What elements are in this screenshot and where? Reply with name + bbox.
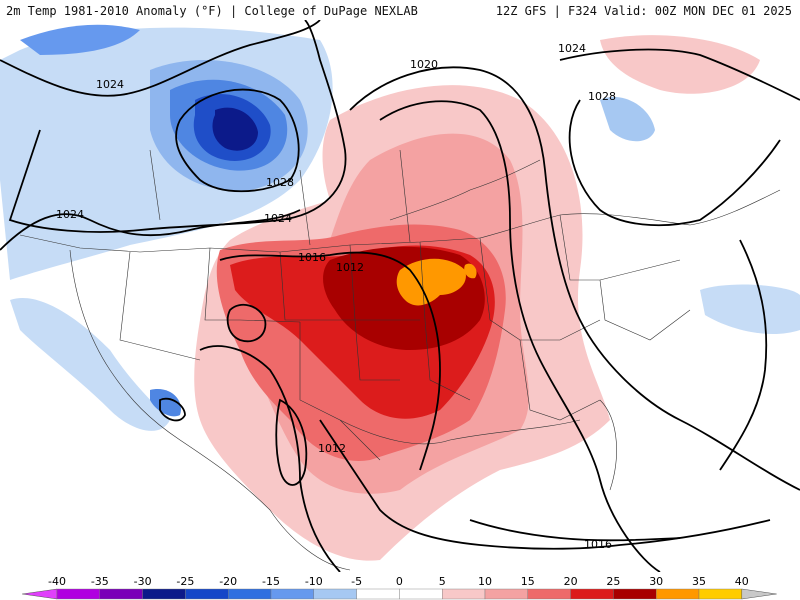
legend-swatch [484, 588, 528, 600]
legend-tick-label: 10 [478, 575, 492, 588]
model-run-info: 12Z GFS | F324 Valid: 00Z MON DEC 01 202… [495, 4, 792, 18]
legend-tick-label: 25 [606, 575, 620, 588]
legend-tick-label: 5 [439, 575, 446, 588]
legend-swatch [356, 588, 400, 600]
legend-tick-label: 15 [521, 575, 535, 588]
legend-swatch [99, 588, 143, 600]
legend-max-arrow [741, 588, 777, 600]
legend-swatch [56, 588, 100, 600]
legend-swatch [570, 588, 614, 600]
legend-swatch [613, 588, 657, 600]
legend-swatch [270, 588, 314, 600]
legend-swatch [313, 588, 357, 600]
isobar-label: 1024 [264, 212, 292, 225]
legend-tick-label: -30 [134, 575, 152, 588]
legend-tick-label: 20 [564, 575, 578, 588]
legend-swatch [399, 588, 443, 600]
isobar-label: 1012 [318, 442, 346, 455]
isobar-label: 1012 [336, 261, 364, 274]
map-title: 2m Temp 1981-2010 Anomaly (°F) | College… [6, 4, 418, 18]
legend-swatch [527, 588, 571, 600]
legend-swatch [656, 588, 700, 600]
isobar-label: 1024 [96, 78, 124, 91]
isobar-label: 1028 [588, 90, 616, 103]
isobar-label: 1016 [298, 251, 326, 264]
legend-swatch [442, 588, 486, 600]
legend-tick-label: -20 [219, 575, 237, 588]
legend-tick-label: -35 [91, 575, 109, 588]
legend-swatch [227, 588, 272, 600]
isobar-lines [0, 20, 800, 572]
legend-tick-label: -40 [48, 575, 66, 588]
isobar-label: 1016 [584, 538, 612, 551]
legend-tick-label: -25 [176, 575, 194, 588]
legend-tick-label: 40 [735, 575, 749, 588]
legend-tick-label: -5 [351, 575, 362, 588]
isobar-label: 1024 [558, 42, 586, 55]
legend-swatch [142, 588, 186, 600]
legend-tick-label: 30 [649, 575, 663, 588]
legend-swatch [185, 588, 229, 600]
legend-tick-label: -15 [262, 575, 280, 588]
color-legend: -40 -35 -30 -25 -20 -15 -10 -5 0 5 10 15 20 25 30 35 40 [22, 575, 777, 600]
anomaly-fill [0, 24, 800, 561]
legend-tick-label: -10 [305, 575, 323, 588]
legend-swatch [698, 588, 742, 600]
isobar-label: 1020 [410, 58, 438, 71]
isobar-labels: 1024 1028 1024 1024 1020 1024 1028 1016 … [56, 42, 616, 551]
legend-tick-label: 35 [692, 575, 706, 588]
isobar-label: 1024 [56, 208, 84, 221]
temperature-anomaly-map: 1024 1028 1024 1024 1020 1024 1028 1016 … [0, 20, 800, 572]
legend-min-arrow [22, 588, 58, 600]
isobar-label: 1028 [266, 176, 294, 189]
legend-tick-label: 0 [396, 575, 403, 588]
political-boundaries [19, 149, 781, 571]
